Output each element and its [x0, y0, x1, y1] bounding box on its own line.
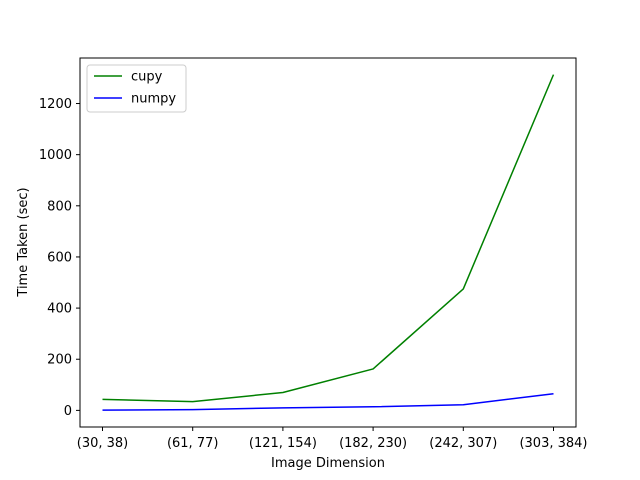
x-tick-label: (61, 77): [167, 436, 219, 451]
y-tick-label: 200: [47, 353, 72, 368]
y-tick-label: 1000: [39, 148, 72, 163]
x-tick-label: (242, 307): [429, 436, 497, 451]
y-tick-label: 600: [47, 250, 72, 265]
y-tick-label: 0: [64, 404, 72, 419]
x-tick-label: (182, 230): [339, 436, 407, 451]
plot-area: [80, 58, 576, 427]
series-layer: [102, 74, 555, 411]
legend-label-cupy: cupy: [131, 70, 163, 85]
legend-label-numpy: numpy: [131, 92, 176, 107]
x-axis: (30, 38) (61, 77) (121, 154) (182, 230) (242…: [77, 427, 588, 451]
x-tick-label: (121, 154): [249, 436, 317, 451]
y-tick-label: 1200: [39, 97, 72, 112]
x-axis-label: Image Dimension: [271, 456, 385, 471]
plot-frame: [79, 57, 577, 428]
x-tick-label: (303, 384): [519, 436, 587, 451]
y-axis-label: Time Taken (sec): [16, 187, 31, 297]
y-tick-label: 800: [47, 199, 72, 214]
series-line-cupy: [102, 74, 555, 403]
x-tick-label: (30, 38): [77, 436, 129, 451]
y-tick-label: 400: [47, 302, 72, 317]
y-axis: 0 200 400 600 800 1000 1200: [39, 97, 80, 419]
legend: cupy numpy: [86, 64, 187, 113]
series-line-numpy: [102, 393, 554, 411]
